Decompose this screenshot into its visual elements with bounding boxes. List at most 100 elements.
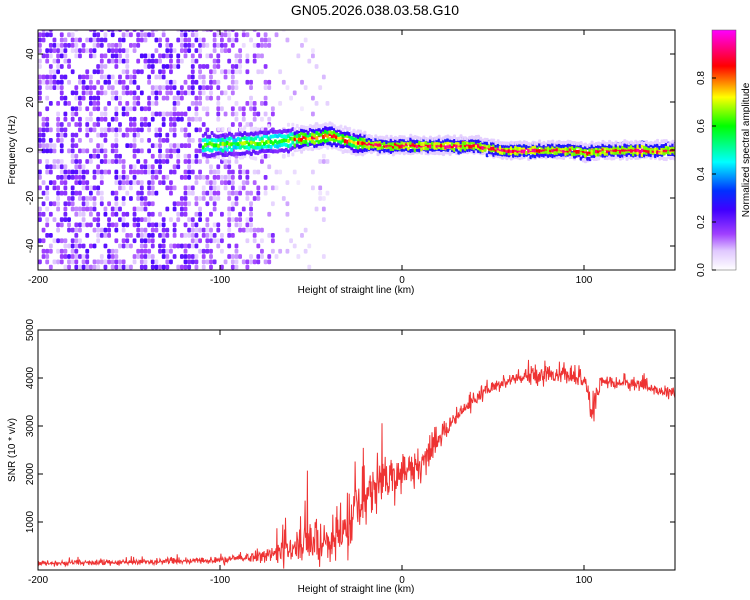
spectrogram-cell (230, 42, 235, 48)
spectrogram-cell (150, 164, 155, 170)
spectrogram-cell (52, 48, 57, 53)
spectrogram-cell (103, 233, 108, 238)
spectrogram-cell (59, 132, 64, 138)
spectrogram-cell (81, 164, 86, 170)
spectrogram-cell (45, 106, 50, 112)
spectrogram-cell (252, 233, 257, 238)
spectrogram-cell (78, 148, 82, 154)
spectrogram-cell (172, 127, 177, 133)
spectrogram-cell (260, 248, 264, 254)
spectrogram-cell (176, 64, 181, 69)
spectrogram-cell (143, 122, 148, 127)
spectrogram-cell (74, 248, 79, 254)
spectrogram-cell (103, 74, 108, 80)
spectrogram-cell (139, 30, 144, 32)
spectrogram-cell (67, 64, 71, 69)
spectrogram-cell (161, 69, 166, 75)
spectrogram-cell (114, 248, 119, 254)
spectrogram-cell (121, 264, 126, 270)
spectrogram-cell (179, 201, 184, 207)
spectrogram-cell (114, 238, 119, 244)
spectrogram-cell (85, 48, 90, 53)
spectrogram-cell (223, 32, 228, 38)
spectrogram-cell (38, 85, 42, 90)
spectrogram-cell (165, 254, 170, 259)
spectrogram-cell (241, 227, 246, 233)
spectrogram-cell (176, 201, 181, 207)
spectrogram-cell (107, 30, 111, 32)
spectrogram-cell (176, 30, 181, 32)
spectrogram-cell (187, 74, 192, 80)
spectrogram-cell (110, 159, 115, 164)
spectrogram-cell (278, 169, 283, 175)
spectrogram-cell (48, 53, 53, 59)
spectrogram-cell (147, 79, 152, 85)
spectrogram-ridge-cell (326, 145, 330, 150)
spectrogram-cell (161, 217, 166, 222)
spectrogram-cell (227, 254, 232, 259)
spectrogram-cell (198, 248, 202, 254)
spectrogram-cell (252, 58, 257, 64)
spectrogram-cell (45, 58, 50, 64)
spectrogram-cell (161, 122, 166, 127)
spectrogram-cell (179, 58, 184, 64)
spectrogram-cell (78, 227, 82, 233)
spectrogram-cell (139, 259, 144, 265)
spectrogram-cell (85, 222, 90, 228)
spectrogram-cell (107, 248, 111, 254)
spectrogram-cell (300, 233, 304, 238)
spectrogram-cell (176, 111, 181, 117)
spectrogram-cell (263, 64, 268, 69)
spectrogram-cell (114, 206, 119, 212)
spectrogram-cell (125, 238, 130, 244)
spectrogram-cell (70, 132, 75, 138)
spectrogram-cell (45, 196, 50, 201)
spectrogram-cell (121, 132, 126, 138)
spectrogram-cell (216, 42, 221, 48)
spectrogram-cell (81, 222, 86, 228)
spectrogram-cell (216, 101, 221, 106)
spectrogram-cell (114, 116, 119, 122)
spectrogram-cell (172, 233, 177, 238)
spectrogram-cell (158, 153, 162, 159)
spectrogram-cell (169, 79, 173, 85)
spectrogram-cell (201, 259, 206, 265)
spectrogram-cell (136, 248, 141, 254)
spectrogram-cell (179, 243, 184, 249)
spectrogram-cell (67, 217, 71, 222)
spectrogram-cell (150, 238, 155, 244)
spectrogram-cell (110, 95, 115, 101)
spectrogram-cell (165, 259, 170, 265)
spectrogram-cell (158, 233, 162, 238)
spectrogram-cell (209, 85, 213, 90)
spectrogram-cell (70, 143, 75, 149)
spectrogram-cell (147, 238, 152, 244)
spectrogram-cell (129, 74, 133, 80)
spectrogram-cell (41, 74, 46, 80)
spectrogram-cell (59, 122, 64, 127)
spectrogram-cell (78, 101, 82, 106)
spectrogram-cell (169, 185, 173, 191)
spectrogram-cell (48, 127, 53, 133)
spectrogram-cell (154, 58, 159, 64)
spectrogram-cell (227, 233, 232, 238)
spectrogram-cell (110, 190, 115, 196)
spectrogram-cell (212, 238, 217, 244)
spectrogram-cell (183, 196, 188, 201)
spectrogram-cell (154, 259, 159, 265)
spectrogram-cell (59, 259, 64, 265)
spectrogram-cell (187, 201, 192, 207)
spectrogram-cell (201, 122, 206, 127)
spectrogram-cell (85, 116, 90, 122)
spectrogram-cell (220, 42, 224, 48)
spectrogram-cell (194, 111, 199, 117)
spectrogram-cell (161, 74, 166, 80)
spectrogram-cell (172, 101, 177, 106)
spectrogram-cell (96, 90, 101, 96)
spectrogram-cell (179, 85, 184, 90)
spectrogram-cell (41, 227, 46, 233)
spectrogram-cell (194, 106, 199, 112)
spectrogram-cell (198, 227, 202, 233)
spectrogram-cell (110, 127, 115, 133)
spectrogram-cell (187, 164, 192, 170)
